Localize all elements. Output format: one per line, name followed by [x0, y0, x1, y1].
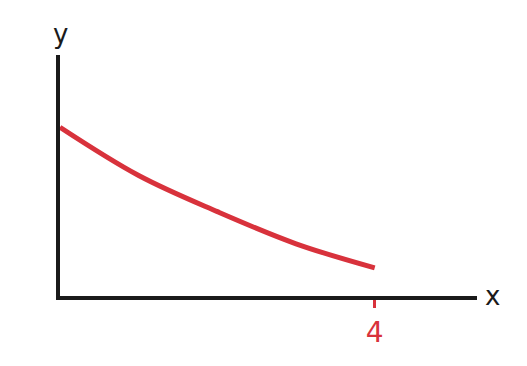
svg-text:4: 4 [366, 316, 384, 349]
svg-text:y: y [53, 19, 68, 49]
svg-text:x: x [485, 281, 500, 311]
